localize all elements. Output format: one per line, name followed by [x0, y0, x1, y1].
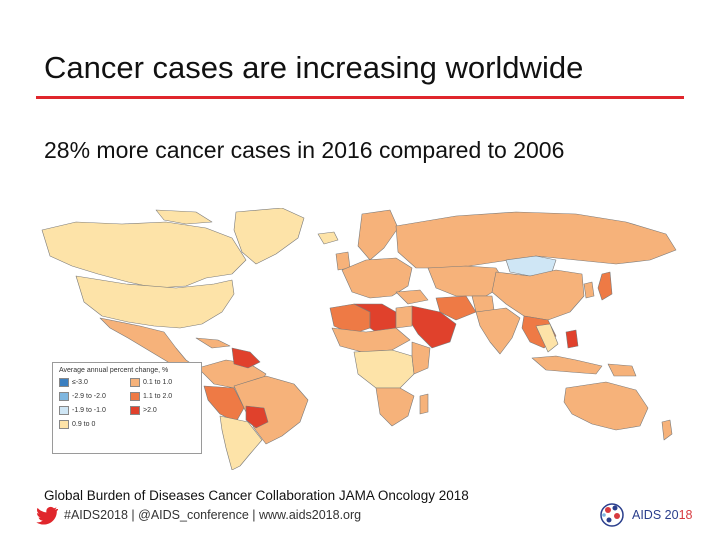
legend-item: ≤-3.0 — [59, 378, 124, 387]
region-korea — [583, 281, 595, 299]
region-iceland — [317, 231, 339, 245]
logo-wordmark: AIDS 2018 — [632, 508, 692, 522]
region-madagascar — [419, 393, 429, 415]
region-east-africa — [411, 341, 431, 375]
aids2018-logo-icon — [600, 503, 624, 527]
legend-label: 0.1 to 1.0 — [143, 379, 173, 386]
region-southern-africa — [375, 387, 415, 427]
region-china — [491, 269, 585, 321]
region-argentina — [219, 415, 263, 471]
region-australia — [563, 381, 649, 431]
legend-swatch — [59, 378, 69, 387]
title-divider — [36, 96, 684, 99]
legend-label: >2.0 — [143, 407, 157, 414]
region-indonesia — [531, 355, 603, 375]
slide-subtitle: 28% more cancer cases in 2016 compared t… — [44, 137, 565, 163]
region-canada — [41, 221, 247, 289]
region-usa — [75, 275, 235, 329]
legend-label: 0.9 to 0 — [72, 421, 96, 428]
legend-item: >2.0 — [130, 406, 195, 415]
region-europe — [341, 257, 413, 299]
region-sahel — [331, 327, 411, 353]
legend-label: -2.9 to -2.0 — [72, 393, 106, 400]
legend-label: 1.1 to 2.0 — [143, 393, 173, 400]
region-caribbean — [195, 337, 231, 349]
legend-grid: ≤-3.0 0.1 to 1.0 -2.9 to -2.0 1.1 to 2.0… — [59, 378, 195, 429]
region-turkey — [395, 289, 429, 305]
region-afghanistan — [471, 295, 495, 313]
region-new-guinea — [607, 363, 637, 377]
legend-item: 1.1 to 2.0 — [130, 392, 195, 401]
region-iran — [435, 295, 477, 321]
region-philippines — [565, 329, 579, 349]
region-canada-islands — [155, 209, 213, 225]
world-map — [36, 207, 684, 471]
legend-swatch — [59, 392, 69, 401]
legend-label: -1.9 to -1.0 — [72, 407, 106, 414]
legend-swatch — [59, 420, 69, 429]
legend-swatch — [130, 378, 140, 387]
twitter-icon — [36, 506, 58, 525]
region-new-zealand — [661, 419, 673, 441]
legend-item: 0.9 to 0 — [59, 420, 124, 429]
legend-label: ≤-3.0 — [72, 379, 88, 386]
region-indochina — [535, 323, 559, 353]
region-greenland — [233, 207, 305, 265]
logo-wordmark-accent: 18 — [678, 508, 693, 522]
region-india — [475, 307, 521, 355]
slide-title: Cancer cases are increasing worldwide — [44, 50, 584, 85]
citation: Global Burden of Diseases Cancer Collabo… — [44, 488, 469, 503]
region-japan — [597, 271, 613, 301]
legend-item: -1.9 to -1.0 — [59, 406, 124, 415]
legend-title: Average annual percent change, % — [59, 367, 169, 374]
region-paraguay — [245, 405, 269, 429]
region-central-africa — [353, 349, 415, 389]
region-guyana — [231, 347, 261, 369]
logo-wordmark-main: AIDS 20 — [632, 508, 679, 522]
map-legend: Average annual percent change, % ≤-3.0 0… — [52, 362, 202, 454]
world-map-svg — [41, 207, 677, 471]
region-scandinavia — [357, 209, 399, 261]
legend-swatch — [130, 392, 140, 401]
legend-swatch — [59, 406, 69, 415]
legend-item: 0.1 to 1.0 — [130, 378, 195, 387]
legend-item: -2.9 to -2.0 — [59, 392, 124, 401]
region-egypt — [395, 305, 413, 329]
footer-hashtag-links: #AIDS2018 | @AIDS_conference | www.aids2… — [64, 508, 362, 522]
legend-swatch — [130, 406, 140, 415]
